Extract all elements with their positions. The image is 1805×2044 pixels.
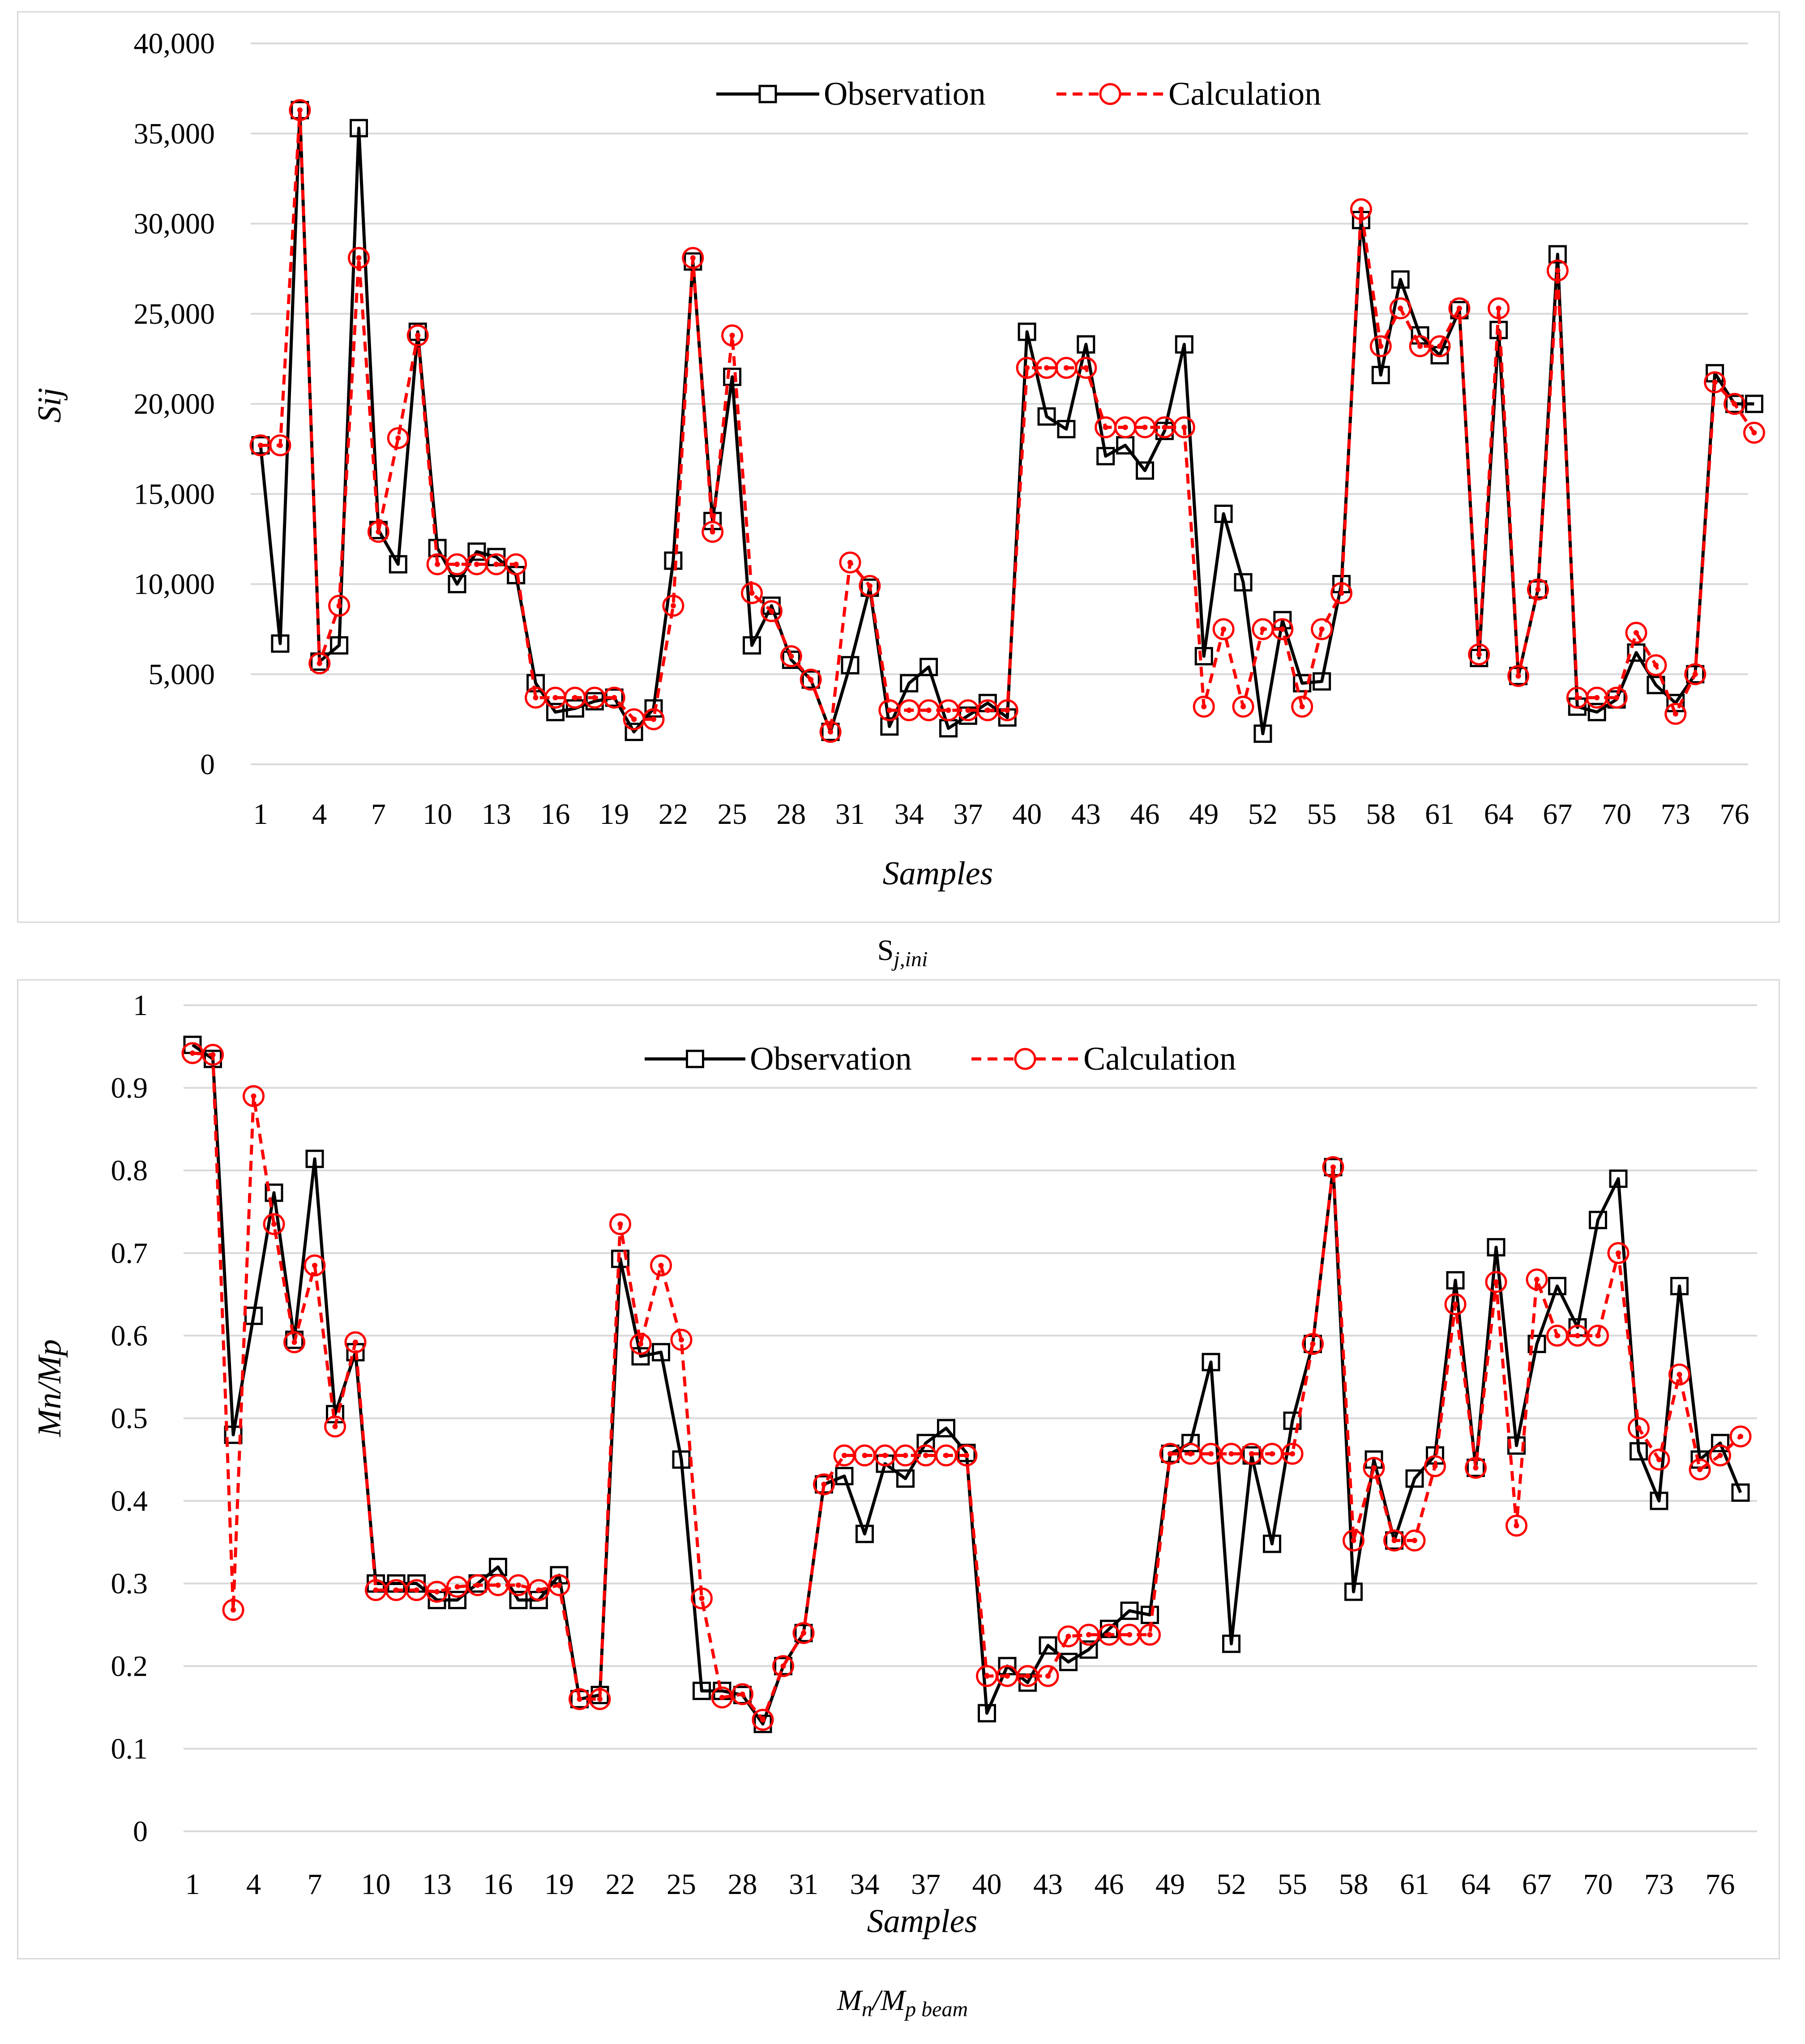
caption-mn-mp-beam: Mn/Mp beam [0, 1984, 1805, 2022]
caption-mn-sub: n [861, 1997, 873, 2022]
caption-sjini-sub: j,ini [894, 947, 928, 972]
chart-panel-sij [17, 11, 1780, 923]
caption-sjini-main: S [877, 934, 894, 967]
chart-panel-mn-mp [17, 979, 1780, 1959]
caption-mp-sub: p beam [905, 1997, 968, 2022]
caption-mn-main: M [837, 1984, 862, 2017]
caption-sjini: Sj,ini [0, 934, 1805, 972]
caption-mp-main: /M [872, 1984, 906, 2017]
